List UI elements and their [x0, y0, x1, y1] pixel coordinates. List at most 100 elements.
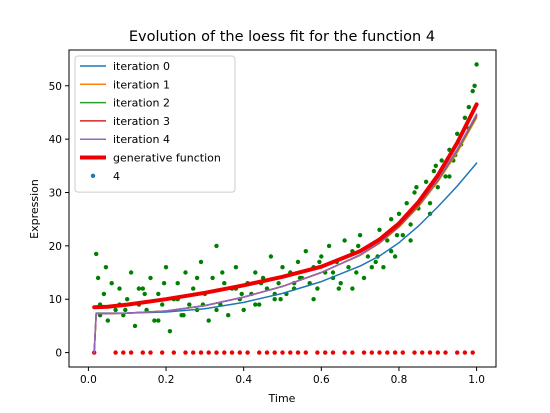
scatter-point — [103, 265, 109, 270]
scatter-point — [404, 201, 409, 206]
scatter-point — [156, 291, 161, 297]
scatter-point — [474, 62, 479, 67]
x-axis-label: Time — [268, 392, 296, 405]
series-line — [93, 113, 478, 354]
scatter-point — [253, 270, 258, 275]
scatter-point — [160, 350, 165, 355]
scatter-point — [303, 350, 308, 355]
scatter-point — [373, 259, 378, 265]
scatter-point — [214, 307, 219, 313]
x-tick-label: 0.2 — [158, 374, 175, 386]
legend-label: iteration 3 — [113, 115, 170, 128]
scatter-point — [342, 238, 347, 243]
scatter-point — [317, 259, 322, 265]
scatter-point — [389, 217, 394, 222]
scatter-point — [156, 318, 161, 323]
scatter-point — [183, 270, 188, 275]
scatter-point — [346, 265, 351, 270]
axes-frame — [68, 49, 497, 368]
scatter-point — [295, 350, 301, 355]
scatter-point — [128, 350, 134, 355]
scatter-point — [350, 286, 355, 291]
scatter-point — [288, 350, 293, 355]
scatter-point — [443, 350, 448, 355]
scatter-point — [121, 350, 126, 355]
scatter-point — [214, 350, 219, 355]
scatter-point — [187, 302, 192, 307]
scatter-point — [427, 350, 433, 355]
x-tick-label: 1.0 — [468, 374, 485, 386]
scatter-point — [245, 350, 250, 355]
scatter-point — [435, 350, 440, 355]
scatter-point — [241, 307, 246, 313]
scatter-point — [336, 286, 341, 291]
scatter-point — [194, 275, 200, 281]
scatter-point — [433, 163, 438, 168]
scatter-point — [431, 168, 437, 174]
scatter-point — [257, 350, 262, 355]
chart-title: Evolution of the loess fit for the funct… — [129, 29, 435, 45]
scatter-point — [268, 254, 274, 259]
scatter-point — [239, 291, 244, 297]
scatter-point — [385, 350, 390, 355]
scatter-point — [354, 270, 359, 275]
x-tick-label: 0.6 — [313, 374, 330, 386]
scatter-point — [330, 350, 336, 355]
scatter-point — [222, 281, 227, 286]
scatter-point — [113, 350, 118, 355]
scatter-point — [447, 174, 452, 179]
scatter-point — [278, 297, 283, 302]
scatter-point — [381, 265, 386, 270]
legend-label: iteration 2 — [113, 97, 170, 110]
scatter-point — [412, 190, 417, 195]
scatter-point — [276, 281, 281, 286]
scatter-point — [356, 243, 361, 249]
series-line — [92, 102, 479, 310]
scatter-point — [171, 350, 176, 355]
scatter-point — [167, 329, 173, 334]
scatter-point — [400, 350, 405, 355]
scatter-point — [191, 286, 196, 291]
scatter-point — [123, 307, 128, 313]
scatter-point — [206, 318, 211, 323]
scatter-point — [414, 185, 419, 190]
scatter-point — [385, 238, 390, 243]
scatter-point — [160, 302, 165, 307]
scatter-point — [443, 174, 448, 179]
scatter-point — [148, 275, 153, 281]
scatter-point — [140, 350, 145, 355]
legend-box — [74, 55, 236, 193]
scatter-point — [140, 286, 145, 291]
scatter-point — [311, 297, 316, 302]
scatter-point — [439, 158, 444, 163]
scatter-point — [125, 297, 130, 302]
scatter-point — [136, 286, 142, 291]
scatter-point — [412, 350, 417, 355]
legend-label: iteration 4 — [113, 133, 170, 146]
scatter-point — [377, 227, 382, 232]
scatter-point — [233, 265, 239, 270]
scatter-point — [423, 179, 429, 184]
scatter-point — [237, 350, 242, 355]
plot-area — [92, 62, 479, 355]
scatter-point — [148, 350, 153, 355]
scatter-point — [183, 350, 188, 355]
scatter-point — [420, 350, 425, 355]
y-tick-label: 10 — [49, 294, 62, 306]
scatter-point — [455, 131, 460, 136]
scatter-point — [365, 254, 371, 259]
y-tick-label: 50 — [49, 81, 62, 93]
scatter-point — [220, 270, 225, 275]
scatter-point — [295, 259, 301, 265]
scatter-point — [303, 249, 308, 254]
scatter-point — [181, 313, 186, 318]
scatter-point — [257, 302, 262, 307]
legend-label: generative function — [113, 152, 221, 165]
y-axis-ticks: 0 10 20 30 40 50 — [49, 81, 69, 360]
scatter-point — [462, 115, 468, 121]
scatter-point — [470, 88, 475, 94]
scatter-point — [472, 83, 477, 89]
scatter-point — [315, 286, 320, 291]
scatter-point — [117, 286, 122, 291]
scatter-point — [163, 265, 169, 270]
